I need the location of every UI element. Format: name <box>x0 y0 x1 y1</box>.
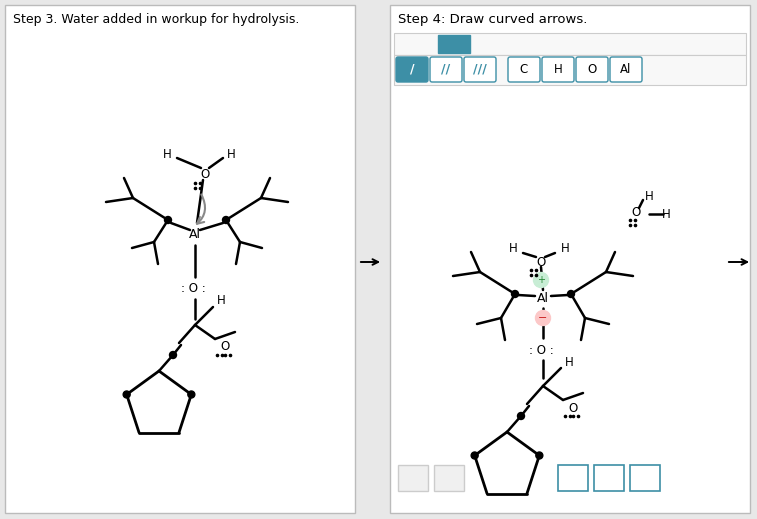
Circle shape <box>123 391 130 398</box>
Text: H: H <box>561 241 569 254</box>
FancyBboxPatch shape <box>398 465 428 491</box>
Text: ↷: ↷ <box>443 471 455 485</box>
Text: ↶: ↶ <box>407 471 419 485</box>
Text: C: C <box>520 63 528 76</box>
Circle shape <box>164 216 172 224</box>
Circle shape <box>471 452 478 459</box>
Text: Rings: Rings <box>485 39 515 49</box>
FancyBboxPatch shape <box>430 57 462 82</box>
FancyBboxPatch shape <box>630 465 660 491</box>
FancyBboxPatch shape <box>508 57 540 82</box>
Circle shape <box>534 272 549 288</box>
Text: ///: /// <box>473 63 487 76</box>
Text: H: H <box>553 63 562 76</box>
FancyBboxPatch shape <box>394 33 746 55</box>
Text: H: H <box>565 356 573 368</box>
Text: O: O <box>537 255 546 268</box>
Text: −: − <box>538 313 547 323</box>
FancyBboxPatch shape <box>390 5 750 513</box>
Circle shape <box>518 413 525 419</box>
Text: Al: Al <box>189 228 201 241</box>
FancyBboxPatch shape <box>576 57 608 82</box>
Text: More: More <box>527 39 553 49</box>
Text: //: // <box>441 63 450 76</box>
Circle shape <box>535 310 550 325</box>
Text: +: + <box>537 275 545 285</box>
Circle shape <box>512 291 519 297</box>
Text: Select: Select <box>400 39 432 49</box>
Text: H: H <box>163 147 171 160</box>
Text: ↺: ↺ <box>603 471 615 485</box>
Text: O: O <box>631 207 640 220</box>
Text: O: O <box>587 63 597 76</box>
Circle shape <box>536 452 543 459</box>
Text: H: H <box>217 294 226 307</box>
FancyBboxPatch shape <box>396 57 428 82</box>
FancyArrowPatch shape <box>197 195 205 224</box>
Text: Draw: Draw <box>439 39 469 49</box>
FancyBboxPatch shape <box>438 35 470 53</box>
Circle shape <box>223 216 229 224</box>
Text: Step 4: Draw curved arrows.: Step 4: Draw curved arrows. <box>398 12 587 25</box>
Text: H: H <box>662 209 671 222</box>
Circle shape <box>188 391 195 398</box>
Text: Al: Al <box>537 292 549 305</box>
Text: H: H <box>226 147 235 160</box>
Text: O: O <box>201 169 210 182</box>
Circle shape <box>568 291 575 297</box>
Text: H: H <box>645 189 653 202</box>
Text: : O :: : O : <box>181 282 205 295</box>
Text: O: O <box>569 402 578 415</box>
Text: Step 3. Water added in workup for hydrolysis.: Step 3. Water added in workup for hydrol… <box>13 12 299 25</box>
FancyBboxPatch shape <box>610 57 642 82</box>
Text: ⊕: ⊕ <box>567 471 579 485</box>
FancyBboxPatch shape <box>558 465 588 491</box>
Text: H: H <box>509 241 517 254</box>
Circle shape <box>170 351 176 359</box>
Text: Erase: Erase <box>709 39 738 49</box>
Text: ⊖: ⊖ <box>639 471 651 485</box>
Text: /: / <box>410 63 414 76</box>
Text: O: O <box>220 340 229 353</box>
FancyBboxPatch shape <box>434 465 464 491</box>
Text: Al: Al <box>620 63 631 76</box>
FancyBboxPatch shape <box>464 57 496 82</box>
FancyBboxPatch shape <box>594 465 624 491</box>
Text: : O :: : O : <box>528 344 553 357</box>
FancyBboxPatch shape <box>5 5 355 513</box>
FancyBboxPatch shape <box>394 55 746 85</box>
FancyBboxPatch shape <box>542 57 574 82</box>
